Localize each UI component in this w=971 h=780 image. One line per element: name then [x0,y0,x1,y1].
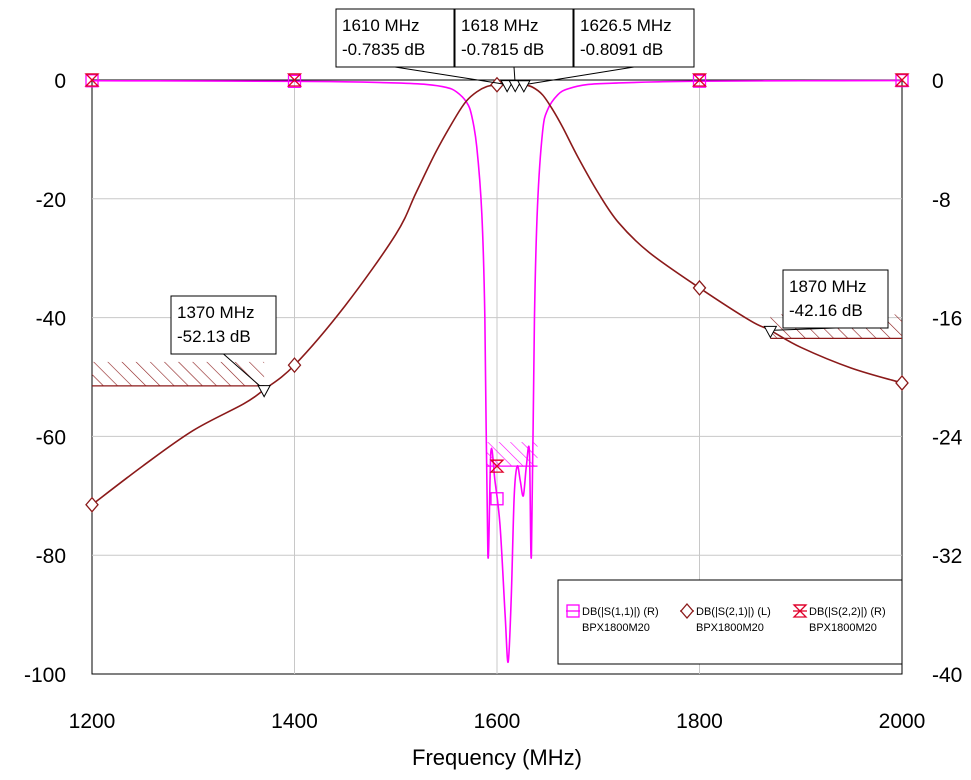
x-tick-label: 1600 [474,710,521,733]
legend-item[interactable]: DB(|S(2,1)|) (L) BPX1800M20 [680,603,771,634]
marker-box [573,8,695,68]
marker-box [454,8,574,68]
right-y-tick-label: -8 [932,189,951,212]
x-tick-label: 2000 [879,710,926,733]
series-marker-diamond [895,374,909,391]
marker-leader [523,66,635,86]
right-y-tick-label: 0 [932,70,944,93]
marker-box [335,8,455,68]
marker-annotation: 1618 MHz -0.7815 dB [454,8,574,93]
series-marker-diamond [692,279,707,296]
series-marker-diamond [85,496,99,513]
x-axis-title: Frequency (MHz) [412,745,582,770]
legend-source: BPX1800M20 [696,622,764,634]
legend-label: DB(|S(2,2)|) (R) [809,606,886,618]
marker-triangle [257,385,271,398]
marker-freq: 1370 MHz [177,303,254,322]
series-3 [84,73,910,473]
marker-annotation: 1870 MHz -42.16 dB [763,269,889,339]
marker-value: -0.7815 dB [461,40,544,59]
series-marker-square [566,604,580,618]
series-marker-square [287,74,302,88]
marker-freq: 1618 MHz [461,16,538,35]
marker-value: -0.7835 dB [342,40,425,59]
x-tick-label: 1200 [69,710,116,733]
left-y-tick-label: 0 [54,70,66,93]
marker-value: -52.13 dB [177,327,251,346]
marker-box [782,269,889,329]
marker-annotation: 1370 MHz -52.13 dB [170,295,277,398]
series-marker-diamond [680,603,694,619]
spec-limit-hatch [92,361,265,386]
series-line [91,79,903,663]
marker-freq: 1610 MHz [342,16,419,35]
left-y-tick-label: -60 [36,426,66,449]
legend-source: BPX1800M20 [809,622,877,634]
marker-triangle [763,325,778,339]
axis-labels: 1200 1400 1600 1800 2000 0 -20 -40 -60 -80 -100 0 -8… [24,70,963,733]
marker-value: -0.8091 dB [580,40,663,59]
marker-value: -42.16 dB [789,301,863,320]
marker-triangle [516,80,531,93]
marker-triangle [508,80,523,93]
marker-freq: 1626.5 MHz [580,16,672,35]
legend-label: DB(|S(1,1)|) (R) [582,606,659,618]
right-y-tick-label: -16 [932,308,962,331]
legend-box [557,579,903,665]
series-marker-square [85,74,99,88]
marker-leader [394,66,508,86]
marker-leader [223,353,265,391]
legend-item[interactable]: DB(|S(1,1)|) (R) BPX1800M20 [566,604,659,634]
marker-annotation: 1626.5 MHz -0.8091 dB [516,8,695,93]
left-y-tick-label: -100 [24,664,66,687]
legend-label: DB(|S(2,1)|) (L) [696,606,771,618]
left-y-tick-label: -20 [36,189,66,212]
series-marker-square [490,492,504,506]
right-y-tick-label: -24 [932,426,963,449]
left-y-tick-label: -40 [36,308,66,331]
left-y-tick-label: -80 [36,545,66,568]
marker-freq: 1870 MHz [789,277,866,296]
marker-box [170,295,277,355]
right-y-tick-label: -32 [932,545,962,568]
marker-annotation: 1610 MHz -0.7835 dB [335,8,514,93]
x-tick-label: 1400 [271,710,318,733]
marker-triangle [500,80,514,93]
legend-source: BPX1800M20 [582,622,650,634]
series-marker-square [692,74,707,88]
legend-item[interactable]: DB(|S(2,2)|) (R) BPX1800M20 [792,604,886,634]
x-tick-label: 1800 [676,710,723,733]
right-y-tick-label: -40 [932,664,962,687]
series-marker-diamond [287,357,302,374]
